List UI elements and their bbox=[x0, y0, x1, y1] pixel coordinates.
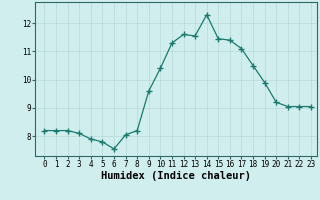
X-axis label: Humidex (Indice chaleur): Humidex (Indice chaleur) bbox=[101, 171, 251, 181]
